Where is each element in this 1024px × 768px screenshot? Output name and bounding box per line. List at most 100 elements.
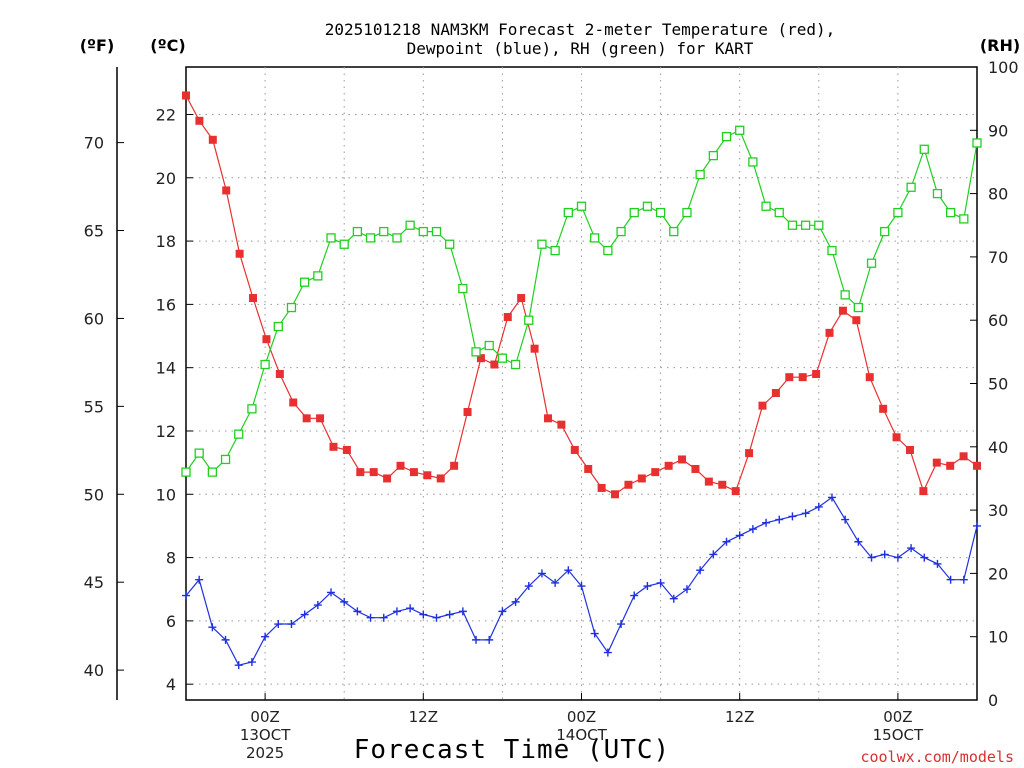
- rh-tick-label: 10: [988, 628, 1008, 647]
- dewpoint-point: [511, 597, 520, 606]
- temperature-point: [302, 414, 311, 423]
- dewpoint-point: [234, 661, 243, 670]
- dewpoint-point: [827, 493, 836, 502]
- dewpoint-point: [221, 635, 230, 644]
- rh-tick-label: 80: [988, 185, 1008, 204]
- temperature-point: [476, 354, 485, 363]
- celsius-tick-label: 14: [156, 359, 176, 378]
- dewpoint-point: [419, 610, 428, 619]
- temperature-point: [490, 360, 499, 369]
- rh-point: [339, 239, 349, 249]
- rh-tick-label: 40: [988, 438, 1008, 457]
- dewpoint-point: [603, 648, 612, 657]
- dewpoint-point: [208, 623, 217, 632]
- celsius-tick-label: 4: [166, 675, 176, 694]
- temperature-point: [208, 135, 217, 144]
- dewpoint-point: [907, 544, 916, 553]
- fahrenheit-tick-label: 45: [84, 573, 104, 592]
- dewpoint-point: [867, 553, 876, 562]
- temperature-point: [731, 487, 740, 496]
- temperature-point: [919, 487, 928, 496]
- temperature-point: [718, 480, 727, 489]
- celsius-tick-label: 12: [156, 422, 176, 441]
- credit-text: coolwx.com/models: [860, 748, 1014, 766]
- temperature-point: [745, 449, 754, 458]
- time-tick-label: 00Z: [250, 708, 279, 726]
- rh-point: [708, 150, 718, 161]
- temperature-point: [342, 445, 351, 454]
- rh-point: [510, 359, 521, 370]
- dewpoint-point: [617, 620, 626, 629]
- rh-point: [497, 353, 508, 363]
- rh-point: [181, 467, 191, 477]
- temperature-point: [517, 294, 526, 303]
- rh-point: [735, 125, 745, 135]
- rh-point: [906, 182, 916, 192]
- rh-point: [207, 467, 218, 477]
- rh-tick-label: 100: [988, 58, 1019, 77]
- temperature-point: [959, 452, 968, 461]
- temperature-point: [289, 398, 298, 407]
- temperature-point: [383, 474, 392, 483]
- dewpoint-point: [498, 607, 507, 616]
- temperature-point: [369, 468, 378, 477]
- temperature-point: [892, 433, 901, 442]
- dewpoint-point: [340, 597, 349, 606]
- rh-point: [866, 258, 877, 268]
- fahrenheit-tick-label: 70: [84, 134, 104, 153]
- fahrenheit-tick-label: 40: [84, 661, 104, 680]
- rh-point: [550, 245, 560, 256]
- temperature-point: [785, 373, 794, 382]
- dewpoint-point: [682, 585, 691, 594]
- rh-point: [524, 315, 534, 325]
- dewpoint-point: [630, 591, 639, 600]
- dewpoint-point: [300, 610, 309, 619]
- rh-tick-label: 50: [988, 375, 1008, 394]
- rh-point: [603, 245, 613, 256]
- rh-point: [814, 220, 824, 230]
- rh-point: [695, 169, 705, 180]
- temperature-point: [611, 490, 620, 499]
- rh-point: [655, 207, 666, 218]
- dewpoint-point: [709, 550, 718, 559]
- fahrenheit-unit-label: (ºF): [80, 36, 115, 55]
- dewpoint-point: [182, 591, 190, 600]
- rh-point: [932, 188, 943, 199]
- celsius-tick-label: 18: [156, 232, 176, 251]
- fahrenheit-tick-label: 50: [84, 485, 104, 504]
- temperature-point: [637, 474, 646, 483]
- rh-point: [893, 207, 903, 218]
- dewpoint-point: [195, 575, 204, 584]
- temperature-point: [852, 316, 861, 325]
- dewpoint-point: [551, 578, 560, 587]
- rh-point: [787, 220, 798, 230]
- fahrenheit-tick-label: 65: [84, 222, 104, 241]
- temperature-point: [838, 306, 847, 315]
- dewpoint-point: [854, 537, 863, 546]
- time-tick-label: 12Z: [409, 708, 438, 726]
- dewpoint-point: [564, 566, 573, 575]
- rh-point: [800, 220, 811, 230]
- temperature-point: [275, 370, 284, 379]
- dewpoint-point: [366, 613, 375, 622]
- temperature-point: [530, 344, 539, 353]
- temperature-point: [932, 458, 941, 467]
- temperature-point: [195, 116, 204, 125]
- plot-frame: [185, 66, 978, 701]
- celsius-axis: 4 6 8 10 12 14 16 18 20 22: [156, 105, 193, 694]
- rh-tick-label: 20: [988, 564, 1008, 583]
- dewpoint-point: [801, 509, 810, 518]
- dewpoint-series: [182, 493, 981, 670]
- temperature-point: [329, 442, 338, 451]
- rh-point: [682, 207, 692, 218]
- dewpoint-point: [313, 601, 322, 610]
- time-tick-label: 14OCT: [556, 726, 607, 744]
- rh-point: [840, 290, 850, 300]
- celsius-unit-label: (ºC): [150, 36, 185, 55]
- dewpoint-point: [959, 575, 968, 584]
- celsius-tick-label: 8: [166, 549, 176, 568]
- temperature-point: [557, 420, 566, 429]
- dewpoint-point: [485, 635, 494, 644]
- celsius-tick-label: 6: [166, 612, 176, 631]
